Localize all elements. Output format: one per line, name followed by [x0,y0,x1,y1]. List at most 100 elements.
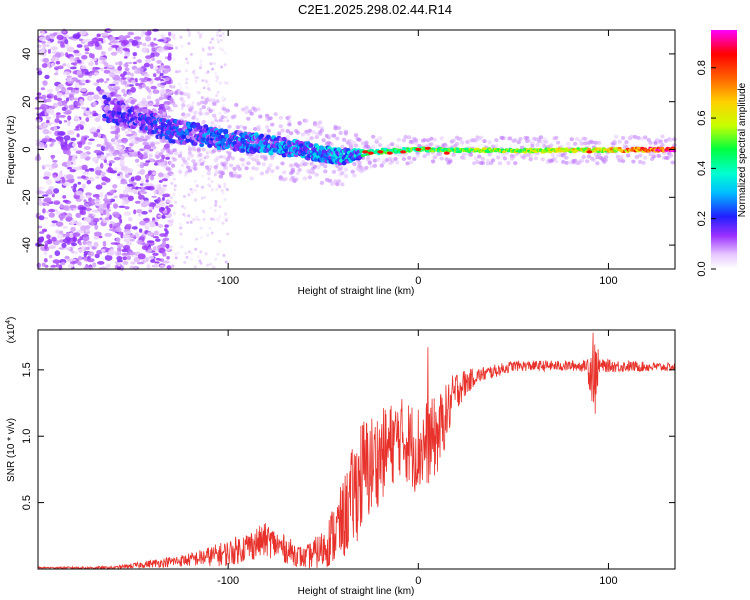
spectrogram-cell [232,166,237,171]
spectrogram-cell [593,140,598,145]
spectrogram-cell [138,101,143,106]
spectrogram-cell [98,78,104,83]
spectrogram-cell [227,151,232,156]
spectrogram-cell [53,200,61,205]
spectrogram-cell [206,70,210,74]
spectrogram-cell [126,76,131,81]
spectrogram-cell [494,138,499,143]
spectrogram-cell [84,71,90,75]
spectrogram-cell [511,154,516,159]
spectrogram-cell [221,137,227,143]
spectrogram-cell [222,35,226,39]
spectrogram-cell [280,161,285,166]
spectrogram-cell [185,255,189,259]
spectrogram-cell [215,34,219,38]
spectrogram-cell [209,206,213,210]
spectrogram-cell [581,154,586,159]
spectrogram-cell [163,160,168,166]
spectrogram-cell [114,250,122,257]
spectrogram-cell [194,198,197,202]
spectrogram-cell [52,160,58,163]
spectrogram-cell [138,194,145,200]
spectrogram-cell [155,98,160,103]
spectrogram-cell [319,128,325,133]
spectrogram-cell [213,173,217,177]
spectrogram-cell [202,112,206,116]
spectrogram-cell [473,138,479,143]
spectrogram-cell [634,155,639,160]
spectrogram-cell [104,232,112,237]
spectrogram-cell [75,212,82,218]
spectrogram-cell [140,104,146,108]
spectrogram-cell [268,116,273,121]
spectrogram-cell [68,232,75,238]
spectrogram-cell [46,119,50,124]
spectrogram-cell [215,94,219,98]
spectrogram-cell [189,52,193,56]
spectrogram-cell [115,237,121,244]
spectrogram-cell [221,95,225,99]
spectrogram-cell [230,156,236,161]
spectrogram-cell [104,178,111,183]
spectrogram-cell [367,160,372,165]
snr-ytick-label: 1.5 [21,362,33,377]
spectrogram-cell [56,97,63,102]
spectrogram-cell [122,92,128,97]
spectrogram-cell [62,195,67,199]
spectrogram-cell [89,127,97,133]
spectrogram-cell [506,161,511,165]
spectrogram-cell [165,77,170,81]
spectrogram-cell [402,147,406,150]
spectrogram-cell [109,87,114,92]
spectrogram-cell [222,107,227,112]
spectrogram-cell [384,158,390,163]
spectrogram-cell [641,160,646,165]
spectrogram-cell [95,205,99,209]
spectrogram-cell [172,148,177,153]
spectrogram-cell [157,39,165,42]
spectrogram-cell [254,154,260,159]
spectrogram-cell [270,122,275,127]
spectrogram-cell [311,170,316,175]
spectrogram-xlabel: Height of straight line (km) [298,286,415,297]
spectrogram-cell [175,139,181,144]
spectrogram-cell [194,247,198,251]
spectrogram-cell [102,240,107,247]
spectrogram-cell [201,47,205,51]
spectrogram-cell [287,122,292,127]
spectrogram-cell [179,35,183,39]
spectrogram-cell [93,241,99,248]
spectrogram-cell [201,185,204,189]
spectrogram-cell [336,179,342,184]
spectrogram-cell [188,31,191,34]
spectrogram-cell [660,134,665,139]
spectrogram-cell [99,162,104,169]
spectrogram-cell [103,66,108,70]
spectrogram-cell [161,214,166,219]
spectrogram-cell [422,138,427,142]
spectrogram-cell [136,261,145,265]
spectrogram-cell [218,185,222,189]
spectrogram-cell [144,174,150,180]
spectrogram-cell [323,169,328,174]
spectrogram-cell [178,69,181,73]
spectrogram-cell [63,120,68,123]
spectrogram-cell [62,238,71,244]
spectrogram-cell [502,156,508,161]
spectrogram-ytick-label: 0 [21,146,33,152]
spectrogram-cell [225,81,229,85]
spectrogram-cell [95,166,101,171]
spectrogram-cell [254,167,260,171]
spectrogram-cell [413,141,419,145]
spectrogram-cell [42,57,49,63]
spectrogram-cell [173,188,177,192]
spectrogram-cell [643,135,648,140]
spectrogram-cell [148,153,153,158]
spectrogram-cell [205,111,210,116]
spectrogram-cell [119,149,124,154]
spectrogram-cell [90,57,98,62]
spectrogram-cell [135,82,140,87]
spectrogram-cell [55,221,64,227]
spectrogram-cell [181,103,186,108]
spectrogram-cell [656,154,662,158]
